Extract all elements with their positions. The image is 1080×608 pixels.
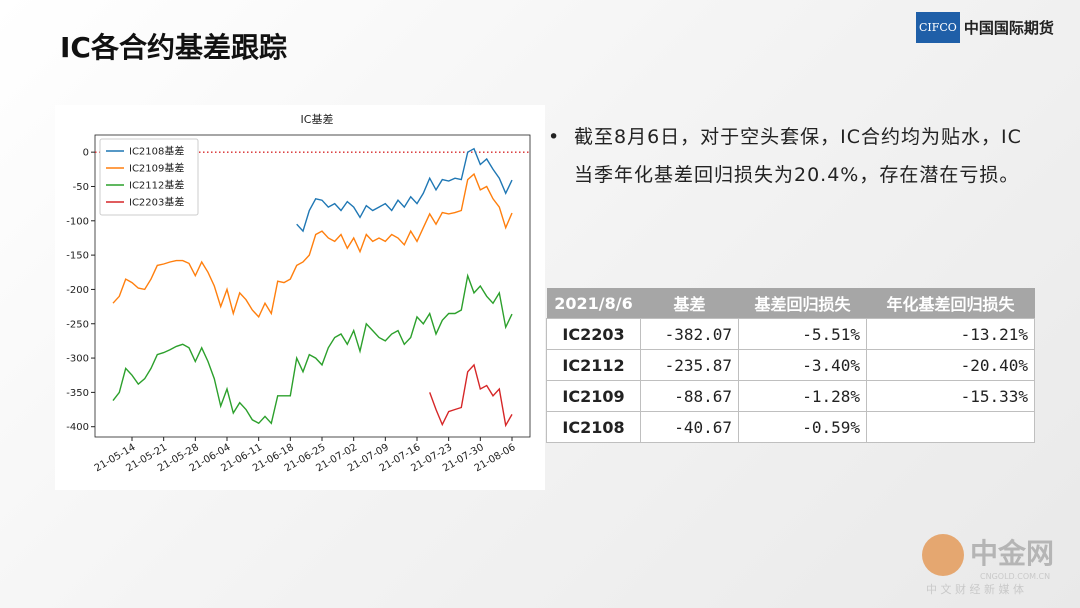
table-cell: -5.51%: [738, 318, 867, 350]
table-cell: -13.21%: [866, 318, 1035, 350]
series-line: [112, 172, 513, 319]
table-header: 2021/8/6 基差 基差回归损失 年化基差回归损失: [546, 288, 1035, 319]
slide-title: IC各合约基差跟踪: [60, 31, 287, 64]
table-cell: -15.33%: [866, 380, 1035, 412]
table-row: IC2203 -382.07 -5.51% -13.21%: [546, 318, 1035, 350]
series-line: [296, 147, 513, 233]
plot-frame: [94, 134, 531, 438]
chart: IC基差 0-50-100-150-200-250-300-350-40021-…: [55, 105, 545, 490]
y-tick-label: -350: [66, 388, 89, 399]
table-row: IC2112 -235.87 -3.40% -20.40%: [546, 349, 1035, 381]
watermark-name: 中金网: [970, 537, 1055, 570]
y-tick-label: -400: [66, 422, 89, 433]
table-cell: [866, 411, 1035, 443]
legend-label: IC2112基差: [129, 179, 184, 192]
table-body: IC2203 -382.07 -5.51% -13.21% IC2112 -235.87-…: [546, 318, 1035, 443]
table-cell: -0.59%: [738, 411, 867, 443]
logo-mark: CIFCO: [916, 12, 960, 43]
table-cell: -20.40%: [866, 349, 1035, 381]
table-cell: -3.40%: [738, 349, 867, 381]
y-tick-label: -250: [66, 319, 89, 330]
legend-label: IC2203基差: [129, 196, 184, 209]
table-cell: IC2108: [546, 411, 641, 443]
table-cell: -40.67: [640, 411, 739, 443]
table-row: IC2109 -88.67 -1.28% -15.33%: [546, 380, 1035, 412]
table-cell: -235.87: [640, 349, 739, 381]
table-cell: -1.28%: [738, 380, 867, 412]
table-cell: -88.67: [640, 380, 739, 412]
header-cell: 年化基差回归损失: [866, 288, 1035, 319]
bullet: • 截至8月6日，对于空头套保，IC合约均为贴水，IC当季年化基差回归损失为20.…: [548, 118, 1038, 194]
watermark: 中金网 CNGOLD.COM.CN 中 文 财 经 新 媒 体: [918, 532, 1054, 597]
y-tick-label: -150: [66, 251, 89, 262]
watermark-slogan: 中 文 财 经 新 媒 体: [926, 583, 1024, 596]
series-line: [112, 273, 513, 425]
table-cell: -382.07: [640, 318, 739, 350]
table-cell: IC2109: [546, 380, 641, 412]
table-cell: IC2112: [546, 349, 641, 381]
series-line: [429, 363, 513, 428]
watermark-icon: [922, 534, 964, 576]
legend-label: IC2109基差: [129, 162, 184, 175]
y-tick-label: -100: [66, 216, 89, 227]
watermark-site: CNGOLD.COM.CN: [980, 572, 1051, 581]
bullet-dot: •: [548, 126, 560, 148]
table: 2021/8/6 基差 基差回归损失 年化基差回归损失 IC2203 -382.0…: [546, 288, 1035, 443]
y-tick-label: -300: [66, 354, 89, 365]
header-cell: 2021/8/6: [546, 288, 641, 319]
legend-box: [99, 138, 199, 216]
header-cell: 基差: [640, 288, 739, 319]
table-row: IC2108 -40.67 -0.59%: [546, 411, 1035, 443]
y-tick-label: 0: [83, 148, 89, 159]
logo: CIFCO 中国国际期货: [916, 12, 1054, 43]
bullet-text: 截至8月6日，对于空头套保，IC合约均为贴水，IC当季年化基差回归损失为20.4…: [574, 126, 1022, 186]
logo-name: 中国国际期货: [963, 19, 1054, 37]
y-tick-label: -200: [66, 285, 89, 296]
legend-label: IC2108基差: [129, 145, 184, 158]
chart-title: IC基差: [301, 112, 334, 126]
header-cell: 基差回归损失: [738, 288, 867, 319]
table-cell: IC2203: [546, 318, 641, 350]
y-tick-label: -50: [73, 182, 89, 193]
